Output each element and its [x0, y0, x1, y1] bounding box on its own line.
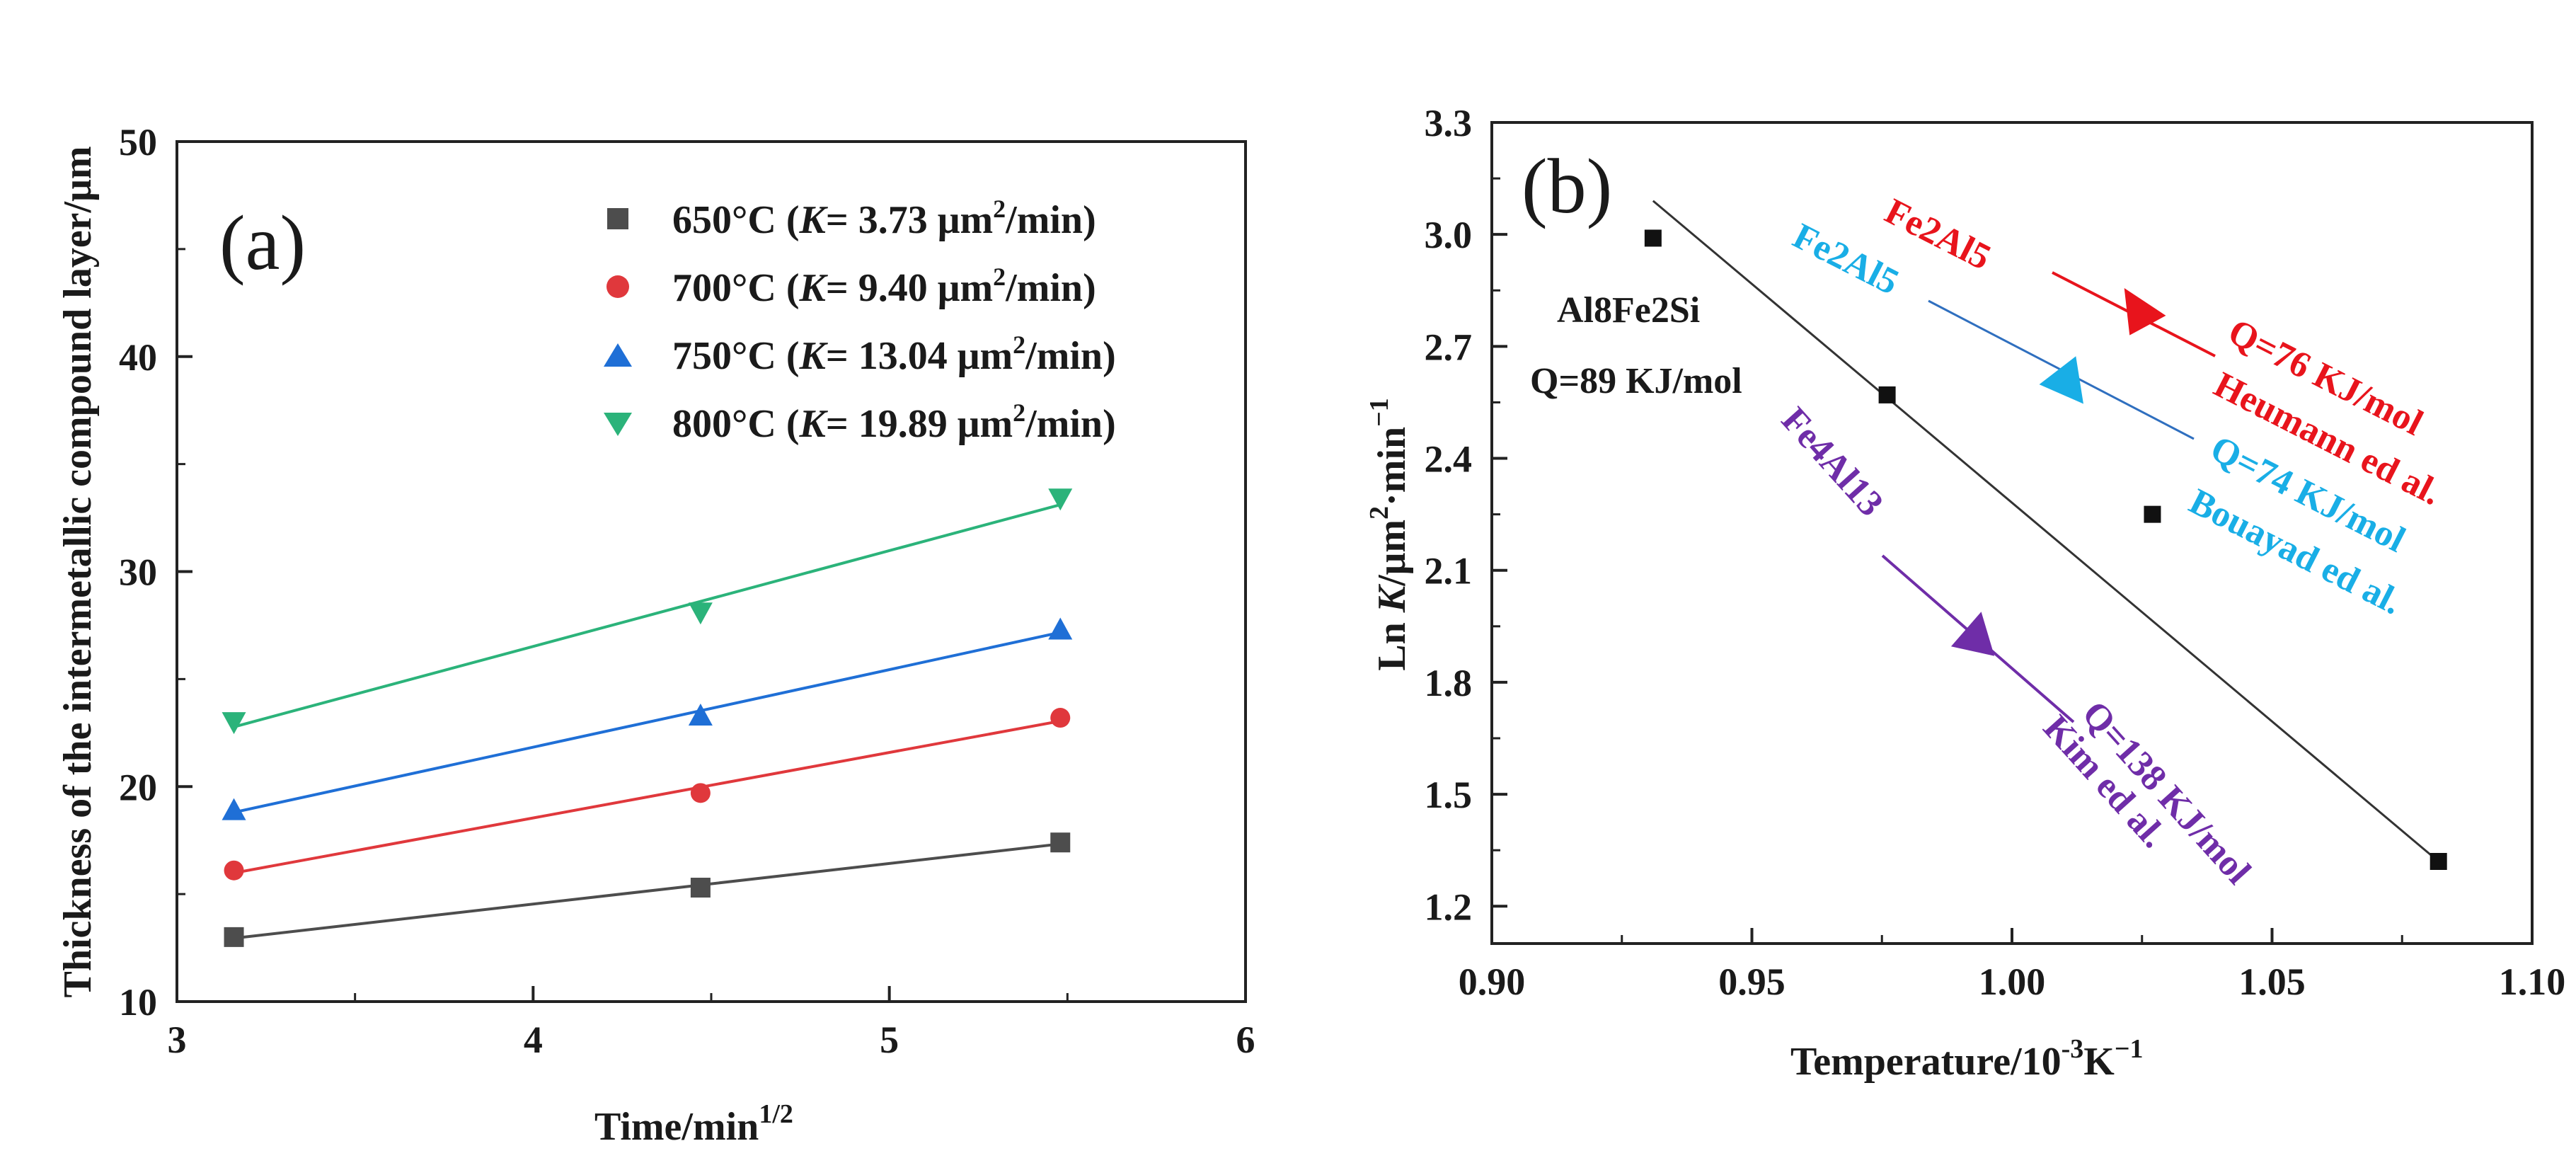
- panel-a-y-tick-label: 30: [119, 551, 157, 594]
- annotation-fe2al5-heumann: Fe2Al5 Q=76 KJ/mol Heumann ed al.: [1879, 191, 2448, 513]
- panel-b-x-tick-label: 1.10: [2499, 961, 2566, 1003]
- panel-a-x-tick-label: 5: [880, 1019, 899, 1061]
- panel-a-x-tick-label: 3: [168, 1019, 187, 1061]
- arrhenius-fit-line: [1652, 200, 2439, 863]
- panel-a-y-tick-label: 40: [119, 336, 157, 379]
- data-point-800c: [222, 712, 246, 735]
- panel-b-y-tick-label: 1.5: [1425, 774, 1473, 816]
- annotation-al8fe2si-energy: Q=89 KJ/mol: [1530, 361, 1742, 401]
- panel-b-y-tick-label: 3.3: [1425, 102, 1473, 144]
- panel-b-x-tick-label: 1.05: [2238, 961, 2306, 1003]
- data-point-750c: [1048, 617, 1073, 640]
- panel-a-x-tick-label: 4: [524, 1019, 543, 1061]
- panel-b-y-tick-label: 2.1: [1425, 550, 1473, 592]
- arrhenius-data-point: [2144, 505, 2161, 523]
- annotation-fe4al13-kim: Fe4Al13 Q=138 KJ/mol Kim ed al.: [1773, 400, 2258, 892]
- panel-b: 0.90 0.95 1.00 1.05 1.10 1.2 1.5 1.8 2.1 2.4 2.7 3.…: [1364, 102, 2565, 1084]
- legend-entry-800: 800°C (K= 19.89 μm2/min): [672, 399, 1116, 446]
- panel-a-label: (a): [219, 200, 306, 286]
- panel-b-y-tick-label: 1.8: [1425, 662, 1473, 704]
- data-point-700c: [1050, 708, 1071, 728]
- phase-label-kim: Fe4Al13: [1773, 400, 1891, 525]
- panel-a-y-tick-label: 50: [119, 121, 157, 164]
- panel-b-x-tick-label: 0.95: [1718, 961, 1786, 1003]
- panel-b-ticks: 0.90 0.95 1.00 1.05 1.10 1.2 1.5 1.8 2.1 2.4 2.7 3.…: [1425, 102, 2566, 1003]
- panel-a-points: [222, 488, 1073, 947]
- data-point-650c: [224, 927, 244, 947]
- panel-b-y-tick-label: 1.2: [1425, 885, 1473, 928]
- panel-a-x-tick-label: 6: [1236, 1019, 1255, 1061]
- panel-a-ticks: 3 4 5 6 10 20 30 40 50: [119, 121, 1255, 1061]
- panel-b-y-tick-label: 3.0: [1425, 214, 1473, 256]
- fit-line-650c: [234, 842, 1061, 940]
- data-point-800c: [1048, 488, 1073, 511]
- data-point-700c: [224, 860, 244, 881]
- panel-b-x-tick-label: 1.00: [1979, 961, 2046, 1003]
- legend-marker-750: [604, 343, 632, 367]
- legend-marker-800: [604, 413, 632, 436]
- arrow-head-heumann: [2124, 287, 2166, 336]
- legend-marker-650: [607, 208, 628, 229]
- panel-b-y-axis-label: Ln K/μm2·min−1: [1364, 398, 1414, 671]
- panel-b-label: (b): [1522, 143, 1612, 229]
- panel-b-points: [1644, 229, 2447, 870]
- data-point-700c: [690, 783, 711, 803]
- panel-b-fit-line: [1652, 200, 2439, 863]
- arrhenius-data-point: [2430, 853, 2447, 870]
- legend-entry-700: 700°C (K= 9.40 μm2/min): [672, 263, 1096, 310]
- panel-a-y-axis-label: Thickness of the intermetallic compound …: [56, 147, 100, 998]
- panel-b-y-tick-label: 2.7: [1425, 326, 1473, 368]
- panel-b-y-tick-label: 2.4: [1425, 438, 1473, 481]
- panel-a-y-tick-label: 20: [119, 766, 157, 808]
- panel-a-x-axis-label: Time/min1/2: [594, 1099, 793, 1149]
- panel-a-y-tick-label: 10: [119, 981, 157, 1024]
- arrhenius-data-point: [1644, 229, 1662, 247]
- fit-line-800c: [234, 503, 1061, 728]
- data-point-800c: [688, 602, 713, 625]
- panel-a: 3 4 5 6 10 20 30 40 50 (a) 650°C (K= 3.73 μm2/mi…: [56, 121, 1255, 1149]
- panel-a-fit-lines: [234, 503, 1061, 940]
- legend-entry-650: 650°C (K= 3.73 μm2/min): [672, 195, 1096, 242]
- annotation-al8fe2si-phase: Al8Fe2Si: [1557, 290, 1700, 331]
- legend-entry-750: 750°C (K= 13.04 μm2/min): [672, 331, 1116, 378]
- fit-line-750c: [234, 631, 1061, 814]
- panel-a-legend: 650°C (K= 3.73 μm2/min) 700°C (K= 9.40 μ…: [604, 195, 1116, 446]
- data-point-750c: [688, 704, 713, 726]
- arrow-head-bouayad: [2039, 356, 2083, 404]
- arrhenius-data-point: [1878, 386, 1896, 403]
- fit-line-700c: [234, 719, 1061, 875]
- data-point-650c: [1050, 832, 1071, 853]
- arrow-head-kim: [1950, 612, 1995, 656]
- data-point-750c: [222, 798, 246, 820]
- panel-b-x-tick-label: 0.90: [1459, 961, 1526, 1003]
- legend-marker-700: [606, 275, 629, 298]
- panel-b-x-axis-label: Temperature/10-3K−1: [1790, 1034, 2144, 1084]
- data-point-650c: [690, 878, 711, 898]
